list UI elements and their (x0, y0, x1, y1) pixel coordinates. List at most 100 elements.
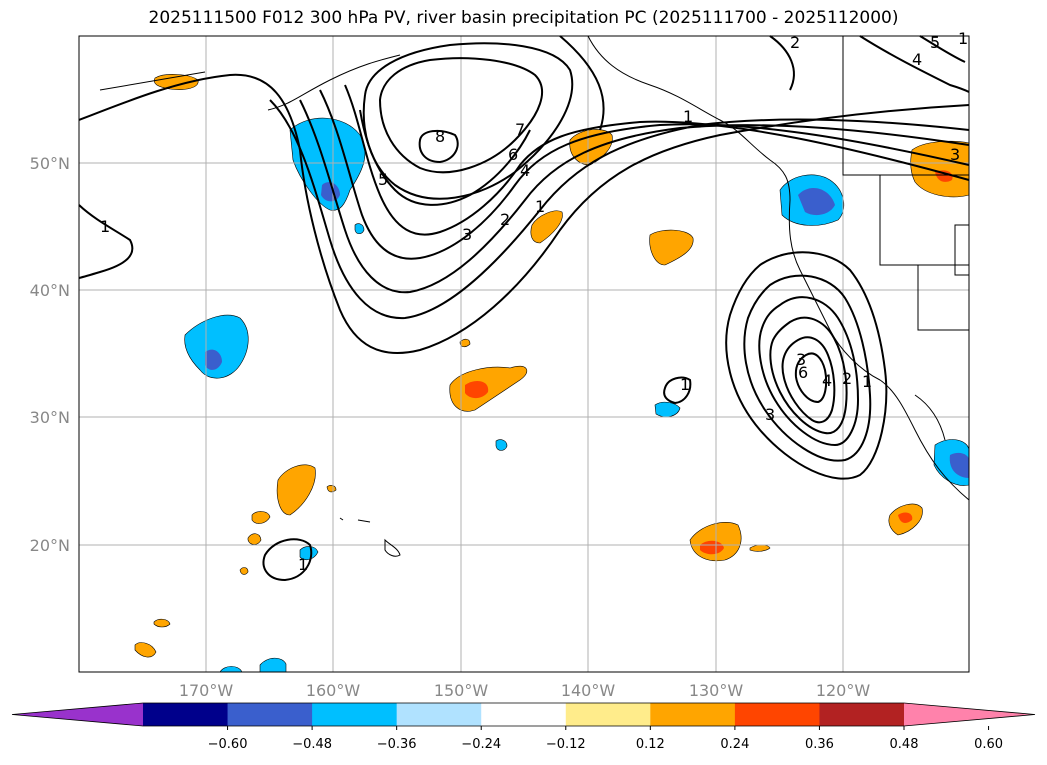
pv-label: 6 (798, 363, 808, 382)
pv-label: 8 (435, 127, 445, 146)
pos-blob (649, 229, 694, 266)
pos-blob (276, 464, 316, 516)
pos-blob (898, 512, 913, 523)
pv-label: 5 (930, 33, 940, 52)
pv-contour (769, 316, 848, 435)
pv-contour (769, 35, 795, 91)
colorbar-segment (396, 703, 482, 726)
pv-contour (919, 35, 966, 63)
lat-label: 30°N (30, 408, 70, 427)
pv-contour (859, 35, 970, 93)
lon-label: 140°W (561, 681, 616, 700)
pv-contour (299, 99, 970, 294)
colorbar-tick-label: −0.24 (461, 737, 501, 752)
pv-contour (559, 35, 605, 131)
pv-label: 1 (958, 29, 968, 48)
colorbar-segment (734, 703, 820, 726)
precip-shading (134, 74, 970, 673)
pv-contour (663, 376, 692, 405)
pos-blob (251, 511, 271, 524)
neg-blob (299, 546, 319, 561)
pos-blob (153, 74, 199, 90)
pv-label: 3 (765, 405, 775, 424)
pos-blob (449, 365, 528, 412)
pv-label: 3 (796, 350, 806, 369)
colorbar-tick-label: −0.12 (546, 737, 586, 752)
pv-label: 1 (683, 107, 693, 126)
lon-label: 170°W (179, 681, 234, 700)
lon-labels: 170°W 160°W 150°W 140°W 130°W 120°W (179, 681, 871, 700)
lon-label: 150°W (434, 681, 489, 700)
lat-label: 40°N (30, 281, 70, 300)
lat-label: 20°N (30, 536, 70, 555)
pv-label: 1 (535, 197, 545, 216)
pv-contour (743, 274, 872, 462)
pv-label: 2 (500, 210, 510, 229)
lat-labels: 50°N 40°N 30°N 20°N (30, 154, 70, 555)
pv-contour (269, 99, 970, 320)
pv-contour (378, 57, 544, 174)
colorbar-segment (650, 703, 736, 726)
neg-blob (354, 223, 365, 235)
pos-blob (700, 540, 724, 555)
pv-label: 1 (100, 217, 110, 236)
lat-label: 50°N (30, 154, 70, 173)
pv-label: 1 (862, 372, 872, 391)
pv-label: 3 (950, 145, 960, 164)
neg-blob (654, 401, 681, 418)
lon-label: 130°W (689, 681, 744, 700)
lon-label: 120°W (816, 681, 871, 700)
pos-blob (134, 642, 157, 658)
map-title: 2025111500 F012 300 hPa PV, river basin … (148, 8, 899, 28)
pos-blob (247, 533, 262, 545)
pv-label: 2 (842, 369, 852, 388)
colorbar-segment (143, 703, 229, 726)
colorbar-segment (227, 703, 313, 726)
colorbar-segment (565, 703, 651, 726)
pos-blob (153, 618, 171, 628)
colorbar-tick-label: 0.24 (720, 737, 749, 752)
pv-contour-labels: 8 7 6 5 4 3 2 1 1 2 3 4 5 6 1 1 3 4 3 2 … (100, 29, 968, 574)
colorbar-segment (312, 703, 398, 726)
map-frame (78, 35, 970, 673)
pv-contour (362, 42, 574, 200)
pv-label: 7 (515, 120, 525, 139)
pv-contour (78, 73, 970, 355)
colorbar-tick-label: 0.48 (890, 737, 919, 752)
colorbar (11, 702, 1036, 727)
pv-contour (794, 352, 828, 404)
pv-label: 4 (912, 50, 922, 69)
colorbar-segment (819, 703, 905, 726)
colorbar-outline (11, 702, 1036, 727)
pv-contour (758, 296, 860, 447)
pv-label: 4 (520, 161, 530, 180)
neg-blob (205, 349, 222, 370)
colorbar-extend-low (12, 703, 143, 726)
colorbar-tick-label: 0.36 (805, 737, 834, 752)
pv-label: 2 (790, 33, 800, 52)
pv-label: 1 (298, 555, 308, 574)
pos-blob (326, 485, 337, 493)
neg-blob (289, 117, 366, 211)
pv-contour (725, 251, 888, 480)
colorbar-tick-label: −0.48 (292, 737, 332, 752)
pos-blob (465, 380, 489, 399)
pv-label: 6 (508, 145, 518, 164)
lon-label: 160°W (306, 681, 361, 700)
pv-label: 3 (462, 225, 472, 244)
pv-contour (78, 204, 134, 279)
colorbar-tick-label: −0.36 (377, 737, 417, 752)
neg-blob (184, 314, 249, 379)
pv-label: 1 (680, 375, 690, 394)
colorbar-tick-label: 0.12 (636, 737, 665, 752)
pos-blob (530, 210, 563, 244)
colorbar-tick-label: −0.60 (208, 737, 248, 752)
pv-label: 4 (822, 371, 832, 390)
colorbar-tick-label: 0.60 (974, 737, 1003, 752)
colorbar-ticks: −0.60 −0.48 −0.36 −0.24 −0.12 0.12 0.24 0.36 0.4… (208, 726, 1003, 752)
pv-contours (78, 35, 970, 582)
pos-blob (239, 567, 249, 575)
neg-blob (949, 452, 969, 478)
pv-contour (262, 538, 313, 582)
